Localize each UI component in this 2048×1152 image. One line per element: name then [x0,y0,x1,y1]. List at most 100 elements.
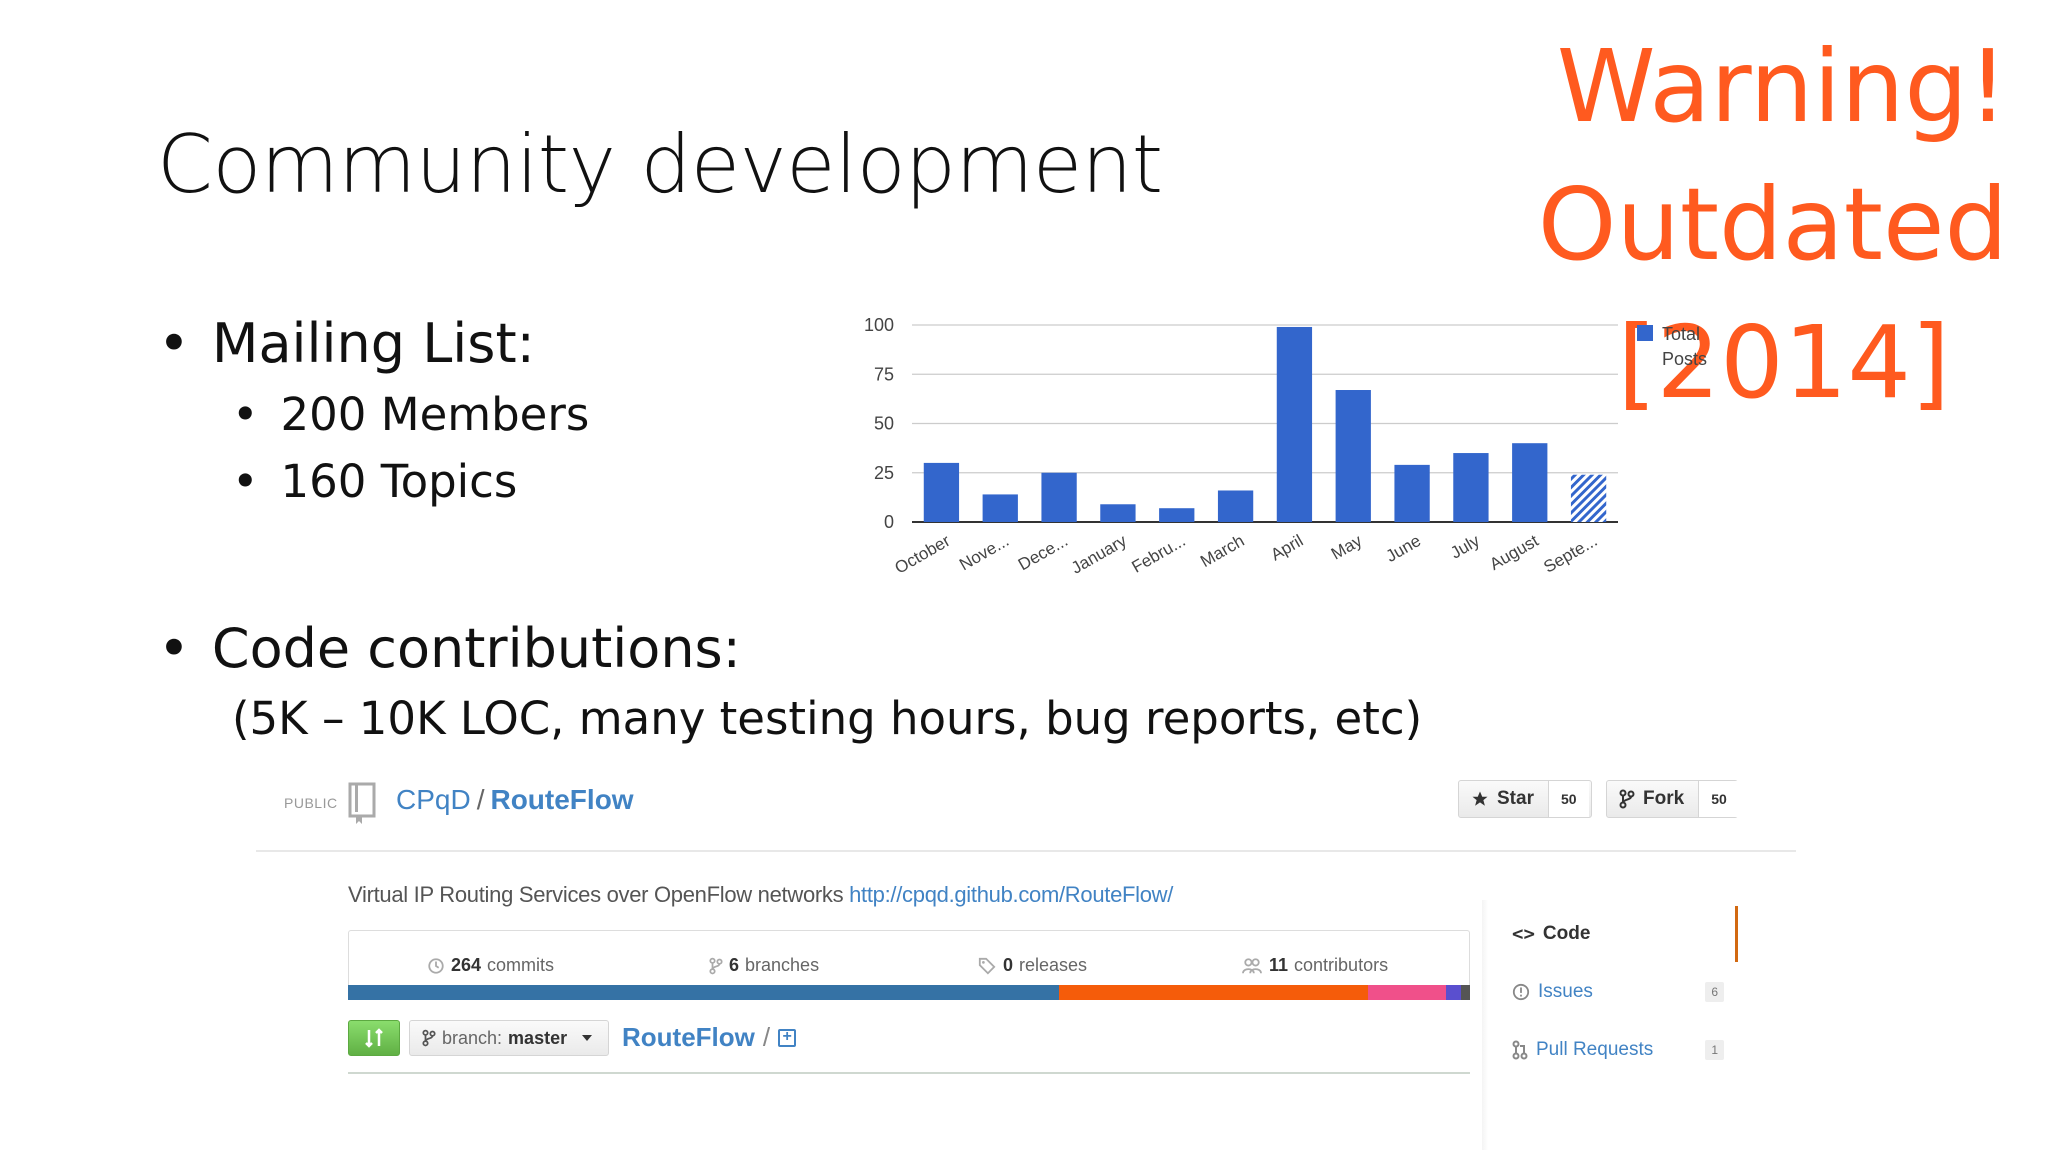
contributors-label: contributors [1294,955,1389,975]
language-segment-0[interactable] [348,985,1060,1000]
bar-january[interactable] [1100,504,1136,522]
warning-line-3: [2014] [1617,304,1950,421]
branch-selector[interactable]: branch: master [409,1020,609,1056]
x-tick-label: October [892,531,954,578]
header-divider [256,850,1796,852]
commits-stat[interactable]: 264 commits [427,955,554,976]
sidebar-item-issues[interactable]: Issues 6 [1496,964,1738,1020]
bar-march[interactable] [1217,490,1254,522]
repo-title-separator: / [476,784,485,815]
bullet-dot: • [158,312,190,375]
language-segment-4[interactable] [1461,985,1470,1000]
path-root-link[interactable]: RouteFlow [622,1022,755,1052]
star-button[interactable]: Star 50 [1458,780,1592,818]
language-bar[interactable] [348,985,1470,1000]
x-tick-label: Dece... [1015,531,1071,574]
sidebar-item-pull-requests[interactable]: Pull Requests 1 [1496,1022,1738,1078]
language-segment-2[interactable] [1367,985,1447,1000]
bar-may[interactable] [1335,390,1371,522]
bar-october[interactable] [923,462,960,522]
y-tick-label: 25 [874,463,894,483]
legend-label: Total [1662,324,1700,344]
bar-june[interactable] [1394,464,1430,522]
bar-dece[interactable] [1041,472,1077,522]
repo-stats-bar: 264 commits 6 branches 0 releases 11 contrib… [348,930,1470,998]
repo-owner-link[interactable]: CPqD [396,784,471,815]
repo-description: Virtual IP Routing Services over OpenFlo… [348,882,1173,908]
repo-name-link[interactable]: RouteFlow [490,784,634,815]
code-contributions-detail: (5K – 10K LOC, many testing hours, bug r… [232,692,1423,745]
fork-label: Fork [1643,788,1685,809]
bar-nove[interactable] [982,494,1018,522]
releases-label: releases [1019,955,1088,975]
x-tick-label: Nove... [956,531,1012,574]
compare-pull-request-button[interactable] [348,1020,400,1056]
repo-icon [348,782,376,824]
branches-label: branches [745,955,820,975]
bullet-dot: • [232,388,259,441]
language-segment-3[interactable] [1446,985,1461,1000]
x-tick-label: Febru... [1129,531,1189,577]
bullet-members: • 200 Members [232,388,589,441]
bar-august[interactable] [1512,443,1548,522]
sidebar-item-label: Issues [1538,981,1593,1002]
sidebar-shadow [1482,900,1488,1150]
outdated-warning: Warning! Outdated [2014] [1508,18,2008,432]
bar-july[interactable] [1453,453,1489,522]
repo-sidebar-nav: <> Code Issues 6 Pull Requests 1 [1496,906,1738,1146]
language-segment-1[interactable] [1059,985,1368,1000]
mailing-list-posts-chart: 0 25 50 75 100 October Nove... Dece... January F… [840,300,1707,600]
bullet-mailing-list: • Mailing List: [158,312,535,375]
file-list-top-border [348,1072,1470,1076]
caret-down-icon [582,1035,593,1041]
sidebar-item-label: Code [1542,923,1591,944]
repo-homepage-link[interactable]: http://cpqd.github.com/RouteFlow/ [849,882,1174,907]
x-tick-label: April [1267,531,1306,564]
legend-label: Posts [1662,349,1707,369]
repo-description-text: Virtual IP Routing Services over OpenFlo… [348,882,844,907]
compare-icon [365,1028,383,1048]
x-tick-label: Septe... [1540,531,1600,577]
branches-stat[interactable]: 6 branches [709,955,819,976]
releases-count: 0 [1003,955,1014,975]
issues-count-badge: 6 [1705,982,1724,1002]
y-tick-label: 100 [864,315,894,335]
bar-april[interactable] [1276,326,1313,522]
y-tick-label: 50 [874,414,894,434]
code-icon: <> [1512,923,1535,945]
pull-requests-count-badge: 1 [1705,1040,1724,1060]
history-icon [428,957,444,974]
releases-stat[interactable]: 0 releases [977,955,1087,976]
fork-count[interactable]: 50 [1698,781,1739,817]
contributors-icon [1242,957,1262,973]
y-tick-label: 0 [884,512,894,532]
new-file-icon[interactable]: + [778,1028,797,1047]
slide-title: Community development [157,118,1163,211]
x-tick-label: March [1197,531,1247,571]
x-tick-label: January [1068,531,1130,578]
bullet-dot: • [232,455,259,508]
path-slash: / [762,1022,771,1052]
sidebar-item-code[interactable]: <> Code [1496,906,1738,962]
branch-prefix: branch: [442,1027,503,1048]
issue-icon [1512,983,1530,1001]
fork-button[interactable]: Fork 50 [1606,780,1739,818]
bullet-topics: • 160 Topics [232,455,517,508]
file-path-breadcrumb: RouteFlow / + [622,1022,797,1053]
bullet-members-text: 200 Members [280,388,590,441]
bullet-dot: • [158,617,190,680]
github-repo-panel: PUBLIC CPqD / RouteFlow Star 50 Fork 50 Vi… [250,770,1800,1152]
contributors-count: 11 [1269,955,1289,975]
star-count[interactable]: 50 [1547,781,1589,817]
contributors-stat[interactable]: 11 contributors [1241,955,1388,976]
star-label: Star [1497,788,1534,809]
legend-swatch [1637,325,1653,341]
pull-request-icon [1512,1040,1528,1060]
commits-label: commits [487,955,555,975]
x-tick-label: May [1328,531,1366,564]
warning-line-1: Warning! [1556,28,2008,145]
bar-febru[interactable] [1159,508,1195,522]
warning-line-2: Outdated [1537,166,2008,283]
bar-septe[interactable] [1570,474,1607,522]
repo-title: CPqD / RouteFlow [396,784,634,816]
